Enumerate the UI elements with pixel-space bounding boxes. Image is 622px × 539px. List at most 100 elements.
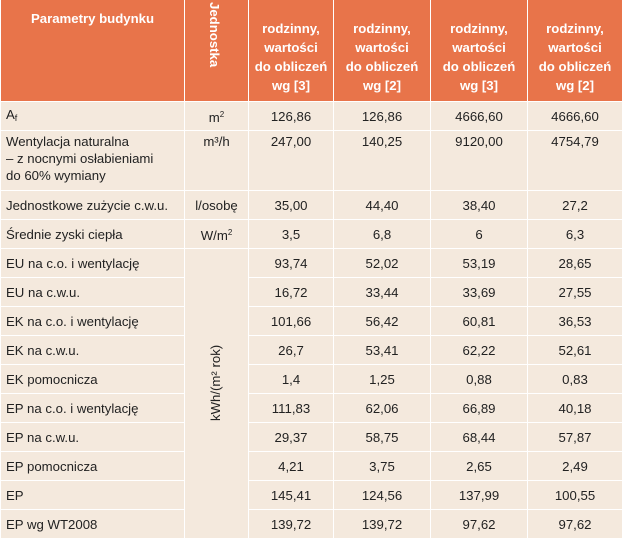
cell-value: 35,00	[249, 191, 334, 220]
table-body: Af m2 126,86 126,86 4666,60 4666,60 Went…	[1, 102, 622, 539]
header-col-d-line3: do obliczeń	[530, 57, 620, 76]
header-col-c-line4: wg [3]	[433, 76, 525, 95]
header-col-a: rodzinny, wartości do obliczeń wg [3]	[249, 0, 334, 102]
energy-unit-label: kWh/(m² rok)	[207, 345, 224, 421]
cell-value: 66,89	[431, 394, 528, 423]
cell-value: 126,86	[334, 102, 431, 131]
table-row: EP 145,41 124,56 137,99 100,55	[1, 481, 622, 510]
header-col-d-line1: rodzinny,	[530, 19, 620, 38]
cell-value: 26,7	[249, 336, 334, 365]
row-unit: m³/h	[185, 131, 249, 191]
row-name-text: A	[6, 107, 15, 122]
header-unit-label: Jednostka	[205, 2, 224, 67]
row-name-line1: Wentylacja naturalna	[6, 133, 178, 150]
row-name: Wentylacja naturalna – z nocnymi osłabie…	[1, 131, 185, 191]
table-row: EP na c.w.u. 29,37 58,75 68,44 57,87	[1, 423, 622, 452]
cell-value: 6	[431, 220, 528, 249]
cell-value: 27,2	[528, 191, 622, 220]
cell-value: 137,99	[431, 481, 528, 510]
cell-value: 9120,00	[431, 131, 528, 191]
row-unit-superscript: 2	[228, 228, 232, 237]
cell-value: 4,21	[249, 452, 334, 481]
cell-value: 62,22	[431, 336, 528, 365]
header-col-b: rodzinny, wartości do obliczeń wg [2]	[334, 0, 431, 102]
row-name: Jednostkowe zużycie c.w.u.	[1, 191, 185, 220]
header-col-a-line4: wg [3]	[251, 76, 331, 95]
table-row: EK na c.o. i wentylację 101,66 56,42 60,…	[1, 307, 622, 336]
cell-value: 6,3	[528, 220, 622, 249]
table-row: EK na c.w.u. 26,7 53,41 62,22 52,61	[1, 336, 622, 365]
cell-value: 0,88	[431, 365, 528, 394]
cell-value: 60,81	[431, 307, 528, 336]
header-col-c: rodzinny, wartości do obliczeń wg [3]	[431, 0, 528, 102]
table-row: Af m2 126,86 126,86 4666,60 4666,60	[1, 102, 622, 131]
row-unit-text: W/m	[201, 228, 228, 243]
cell-value: 52,61	[528, 336, 622, 365]
cell-value: 139,72	[334, 510, 431, 539]
cell-value: 126,86	[249, 102, 334, 131]
cell-value: 2,65	[431, 452, 528, 481]
cell-value: 145,41	[249, 481, 334, 510]
header-col-d: rodzinny, wartości do obliczeń wg [2]	[528, 0, 622, 102]
row-name: Średnie zyski ciepła	[1, 220, 185, 249]
cell-value: 3,5	[249, 220, 334, 249]
row-name: EP na c.w.u.	[1, 423, 185, 452]
cell-value: 101,66	[249, 307, 334, 336]
header-row: Parametry budynku Jednostka rodzinny, wa…	[1, 0, 622, 102]
header-col-b-line2: wartości	[336, 38, 428, 57]
cell-value: 140,25	[334, 131, 431, 191]
cell-value: 3,75	[334, 452, 431, 481]
row-name: EK na c.o. i wentylację	[1, 307, 185, 336]
header-col-b-line4: wg [2]	[336, 76, 428, 95]
cell-value: 139,72	[249, 510, 334, 539]
header-col-a-line2: wartości	[251, 38, 331, 57]
row-name: EP	[1, 481, 185, 510]
header-col-d-line2: wartości	[530, 38, 620, 57]
cell-value: 53,19	[431, 249, 528, 278]
table-row: EP wg WT2008 139,72 139,72 97,62 97,62	[1, 510, 622, 539]
cell-value: 16,72	[249, 278, 334, 307]
cell-value: 58,75	[334, 423, 431, 452]
table-row: Wentylacja naturalna – z nocnymi osłabie…	[1, 131, 622, 191]
row-name-subscript: f	[15, 113, 18, 123]
cell-value: 44,40	[334, 191, 431, 220]
table-row: EP na c.o. i wentylację 111,83 62,06 66,…	[1, 394, 622, 423]
cell-value: 100,55	[528, 481, 622, 510]
cell-value: 27,55	[528, 278, 622, 307]
cell-value: 68,44	[431, 423, 528, 452]
table-row: Jednostkowe zużycie c.w.u. l/osobę 35,00…	[1, 191, 622, 220]
energy-unit-cell: kWh/(m² rok)	[185, 249, 249, 539]
row-name: EP pomocnicza	[1, 452, 185, 481]
cell-value: 0,83	[528, 365, 622, 394]
cell-value: 4666,60	[431, 102, 528, 131]
cell-value: 33,69	[431, 278, 528, 307]
cell-value: 6,8	[334, 220, 431, 249]
row-name: EK na c.w.u.	[1, 336, 185, 365]
cell-value: 111,83	[249, 394, 334, 423]
cell-value: 33,44	[334, 278, 431, 307]
cell-value: 2,49	[528, 452, 622, 481]
header-col-a-line3: do obliczeń	[251, 57, 331, 76]
cell-value: 97,62	[431, 510, 528, 539]
row-name: EP na c.o. i wentylację	[1, 394, 185, 423]
row-name: Af	[1, 102, 185, 131]
header-col-c-line1: rodzinny,	[433, 19, 525, 38]
header-unit: Jednostka	[185, 0, 249, 102]
cell-value: 4666,60	[528, 102, 622, 131]
table-row: Średnie zyski ciepła W/m2 3,5 6,8 6 6,3	[1, 220, 622, 249]
row-name-line2: – z nocnymi osłabieniami	[6, 150, 178, 167]
cell-value: 247,00	[249, 131, 334, 191]
row-name-line3: do 60% wymiany	[6, 167, 178, 184]
cell-value: 40,18	[528, 394, 622, 423]
cell-value: 53,41	[334, 336, 431, 365]
cell-value: 1,25	[334, 365, 431, 394]
header-col-c-line2: wartości	[433, 38, 525, 57]
row-name: EK pomocnicza	[1, 365, 185, 394]
table-row: EP pomocnicza 4,21 3,75 2,65 2,49	[1, 452, 622, 481]
table-row: EU na c.w.u. 16,72 33,44 33,69 27,55	[1, 278, 622, 307]
cell-value: 29,37	[249, 423, 334, 452]
row-unit-text: m	[209, 110, 220, 125]
row-unit: W/m2	[185, 220, 249, 249]
header-col-b-line1: rodzinny,	[336, 19, 428, 38]
